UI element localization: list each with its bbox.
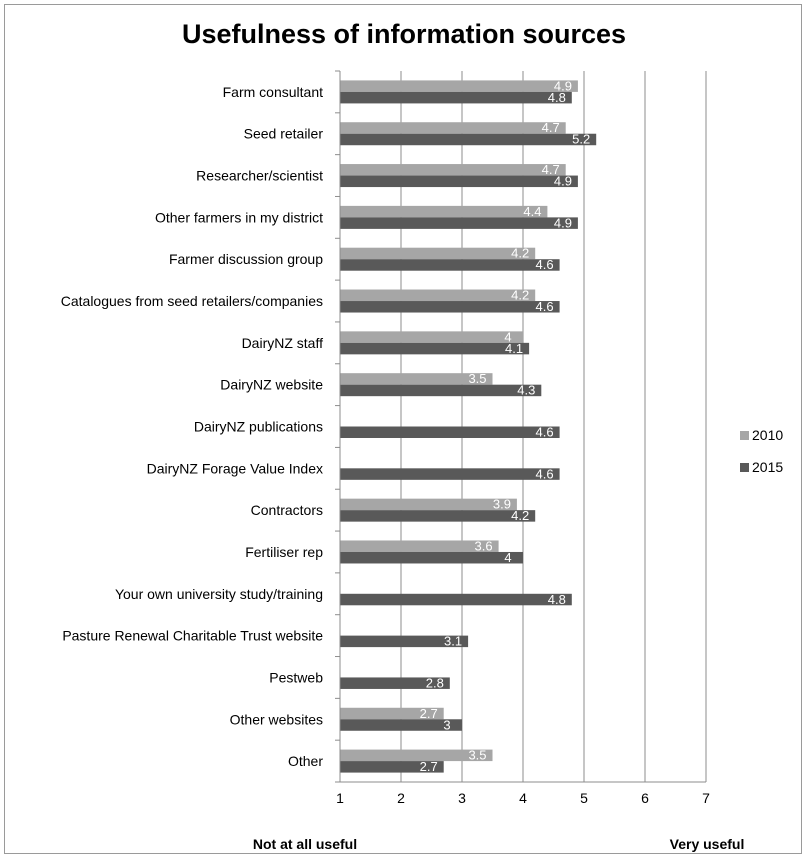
data-label: 4.2 [511,288,529,303]
data-label: 4.6 [536,425,554,440]
bar-2010 [340,498,517,511]
data-label: 4.9 [554,174,572,189]
data-label: 3.5 [468,371,486,386]
bar-2010 [340,164,566,176]
data-label: 2.8 [426,675,444,690]
data-label: 4.6 [536,299,554,314]
x-tick-label: 7 [702,790,710,806]
category-label: DairyNZ website [220,377,323,393]
category-label: DairyNZ Forage Value Index [147,460,323,476]
bar-2010 [340,749,493,762]
data-label: 2.7 [420,759,438,774]
data-label: 4.9 [554,215,572,230]
data-label: 4.6 [536,466,554,481]
category-label: Researcher/scientist [196,168,323,184]
data-label: 3.9 [493,497,511,512]
data-label: 4.4 [523,204,541,219]
category-label: Seed retailer [244,126,324,142]
bar-2015 [340,133,597,146]
bar-2010 [340,289,536,302]
category-label: DairyNZ publications [194,419,323,435]
bar-2015 [340,761,444,773]
legend-label: 2015 [752,459,783,475]
data-label: 2.7 [420,706,438,721]
bar-2010 [340,540,499,552]
category-label: Pestweb [269,669,323,685]
x-tick-label: 1 [336,790,344,806]
bar-2010 [340,373,493,385]
data-label: 5.2 [572,132,590,147]
bar-2015 [340,468,560,480]
data-label: 3.1 [444,634,462,649]
x-tick-label: 5 [580,790,588,806]
x-tick-label: 3 [458,790,466,806]
category-labels: Farm consultant Seed retailer Researcher/s… [61,84,324,769]
data-label: 4.2 [511,246,529,261]
data-label: 4.6 [536,257,554,272]
category-label: Farmer discussion group [169,251,323,267]
legend-swatch-2015 [740,463,749,472]
x-axis-high-label: Very useful [670,836,745,852]
bar-2015 [340,719,462,731]
data-label: 4.1 [505,341,523,356]
bar-2010 [340,331,523,343]
bar-2015 [340,217,578,229]
x-axis-low-label: Not at all useful [253,836,357,852]
bar-2015 [340,259,560,271]
bar-2010 [340,122,566,134]
category-label: Fertiliser rep [245,544,323,560]
category-label: Farm consultant [223,84,323,100]
category-label: Contractors [251,502,323,518]
bars: 4.94.84.75.24.74.94.44.94.24.64.24.644.1… [340,78,597,774]
x-tick-label: 4 [519,790,527,806]
bar-2010 [340,707,444,720]
data-label: 4.2 [511,508,529,523]
bar-2015 [340,635,469,648]
data-label: 4.8 [548,592,566,607]
bar-2015 [340,91,572,104]
data-label: 3 [443,717,450,732]
bar-2010 [340,205,548,218]
bar-2015 [340,593,572,606]
bar-2015 [340,342,530,355]
x-tick-label: 6 [641,790,649,806]
category-label: Catalogues from seed retailers/companies [61,293,323,309]
category-label: Other farmers in my district [155,209,323,225]
data-label: 4 [504,329,511,344]
category-label: DairyNZ staff [242,335,324,351]
x-tick-label: 2 [397,790,405,806]
bar-2015 [340,551,523,564]
category-label: Your own university study/training [115,586,323,602]
bar-2015 [340,677,450,689]
category-label: Other websites [230,711,323,727]
x-axis: 1 2 3 4 5 6 7 [335,70,710,806]
data-label: 4.3 [517,383,535,398]
data-label: 4.7 [542,120,560,135]
data-label: 4.7 [542,162,560,177]
chart-title: Usefulness of information sources [182,19,626,49]
data-label: 4 [504,550,511,565]
data-label: 3.6 [475,538,493,553]
legend: 2010 2015 [740,427,783,475]
data-label: 4.9 [554,78,572,93]
bar-2015 [340,426,560,438]
category-label: Other [288,753,323,769]
bar-2015 [340,510,536,522]
bar-2010 [340,247,536,260]
bar-2015 [340,175,578,188]
bar-2010 [340,80,578,92]
data-label: 4.8 [548,90,566,105]
data-label: 3.5 [468,748,486,763]
bar-2015 [340,301,560,313]
bar-2015 [340,384,542,397]
category-label: Pasture Renewal Charitable Trust website [62,628,323,644]
legend-label: 2010 [752,427,783,443]
legend-swatch-2010 [740,431,749,440]
